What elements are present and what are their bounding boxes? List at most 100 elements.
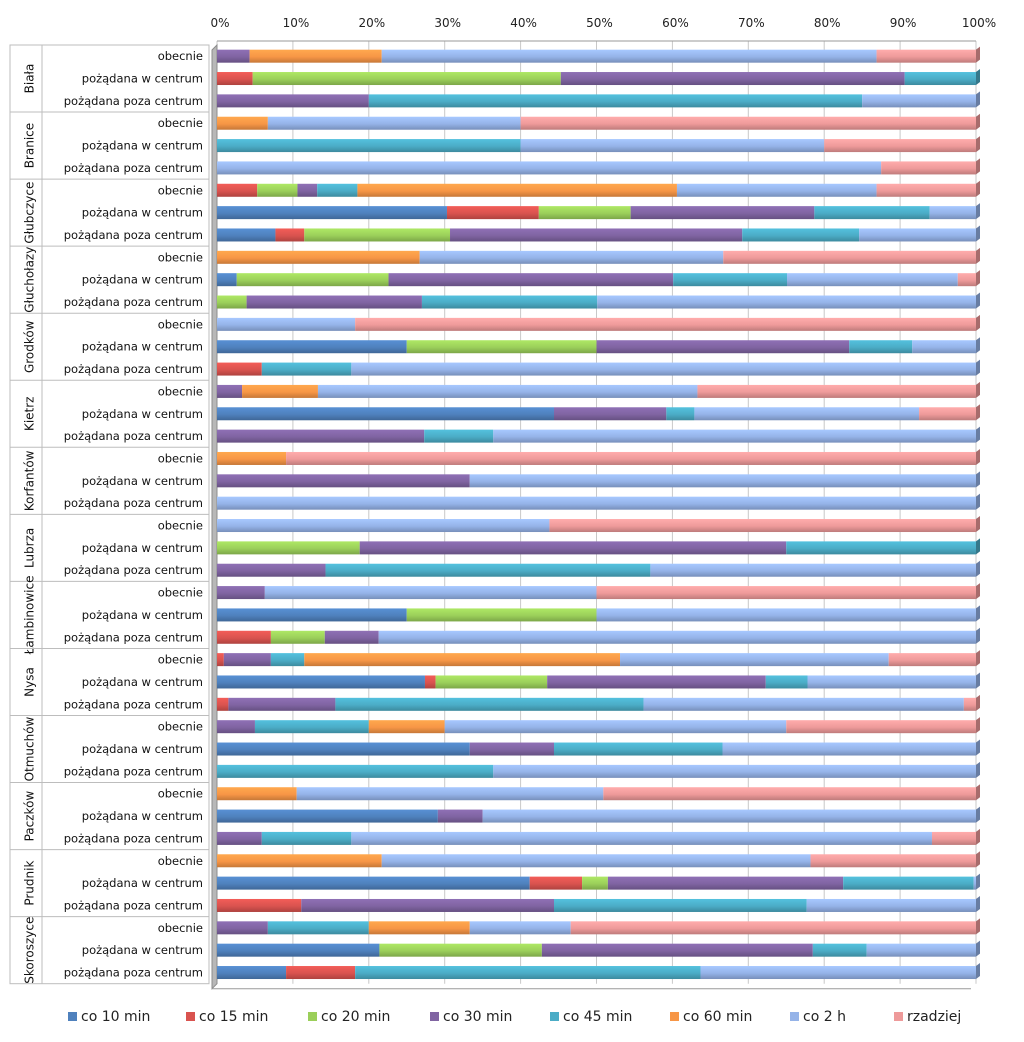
bar-end-cap — [976, 694, 980, 711]
bar-segment — [862, 94, 976, 108]
bar-segment — [257, 183, 298, 197]
bar-segment — [217, 407, 554, 421]
bar-end-cap — [976, 69, 980, 86]
bar-segment — [357, 183, 677, 197]
row-label: pożądana poza centrum — [64, 966, 203, 980]
row-label: pożądana poza centrum — [64, 362, 203, 376]
group-label: Lubrza — [23, 528, 37, 568]
bar-segment — [381, 49, 877, 63]
bar-segment — [355, 966, 701, 980]
row-label: pożądana poza centrum — [64, 697, 203, 711]
bar-end-cap — [976, 828, 980, 845]
row-label: obecnie — [158, 586, 203, 600]
bar-end-cap — [976, 91, 980, 108]
bar-segment — [217, 764, 494, 778]
bar-segment — [876, 183, 976, 197]
bar-segment — [217, 697, 229, 711]
bar-segment — [368, 921, 470, 935]
bar-segment — [787, 273, 958, 287]
bar-segment — [217, 228, 276, 242]
label-layer: Biała obecnie pożądana w centrum pożądana p… — [9, 44, 210, 985]
row-label: pożądana w centrum — [82, 407, 203, 421]
bar-segment — [866, 943, 976, 957]
bar-segment — [270, 630, 325, 644]
row-label: obecnie — [158, 451, 203, 465]
bar-end-cap — [976, 203, 980, 220]
bar-end-cap — [976, 851, 980, 868]
legend-swatch — [670, 1012, 679, 1021]
x-tick-label: 0% — [210, 16, 229, 30]
bar-segment — [217, 206, 447, 220]
bar-segment — [217, 519, 550, 533]
bar-segment — [261, 362, 352, 376]
bar-segment — [553, 407, 667, 421]
bar-segment — [469, 921, 571, 935]
bar-segment — [267, 921, 369, 935]
bar-segment — [217, 630, 271, 644]
bar-segment — [217, 161, 882, 175]
group-label: Branice — [23, 123, 37, 168]
bar-end-cap — [976, 963, 980, 980]
bar-end-cap — [976, 158, 980, 175]
row-label: pożądana poza centrum — [64, 94, 203, 108]
bar-segment — [406, 340, 597, 354]
bar-segment — [786, 720, 976, 734]
bar-segment — [786, 541, 976, 555]
bar-segment — [355, 317, 976, 331]
bar-segment — [217, 116, 268, 130]
bar-segment — [359, 541, 787, 555]
bar-end-cap — [976, 381, 980, 398]
bar-segment — [643, 697, 964, 711]
bar-end-cap — [976, 136, 980, 153]
bar-segment — [424, 429, 494, 443]
bar-segment — [217, 854, 382, 868]
bar-segment — [450, 228, 743, 242]
bar-segment — [931, 831, 976, 845]
bar-end-cap — [976, 940, 980, 957]
bar-segment — [217, 72, 253, 86]
bar-end-cap — [976, 448, 980, 465]
bar-segment — [607, 876, 844, 890]
bar-segment — [666, 407, 695, 421]
bar-segment — [217, 451, 287, 465]
bar-segment — [812, 943, 867, 957]
bar-segment — [597, 295, 976, 309]
bar-segment — [264, 586, 597, 600]
bar-layer — [217, 46, 980, 980]
legend-label: co 10 min — [81, 1009, 150, 1025]
bar-end-cap — [976, 806, 980, 823]
bar-segment — [335, 697, 644, 711]
bar-segment — [843, 876, 974, 890]
bar-end-cap — [976, 672, 980, 689]
grid-layer — [216, 41, 977, 984]
row-label: pożądana poza centrum — [64, 898, 203, 912]
bar-segment — [582, 876, 608, 890]
bar-segment — [223, 653, 271, 667]
bar-segment — [630, 206, 815, 220]
bar-segment — [722, 742, 976, 756]
row-label: pożądana poza centrum — [64, 295, 203, 309]
bar-end-cap — [976, 359, 980, 376]
bar-segment — [217, 384, 243, 398]
bar-segment — [541, 943, 813, 957]
bar-segment — [217, 496, 976, 510]
bar-segment — [246, 295, 422, 309]
bar-segment — [217, 563, 326, 577]
bar-segment — [553, 742, 723, 756]
bar-segment — [317, 384, 698, 398]
bar-segment — [547, 675, 766, 689]
group-label: Paczków — [23, 791, 37, 842]
bar-segment — [261, 831, 352, 845]
group-label: Otmuchów — [23, 716, 37, 781]
x-tick-label: 60% — [662, 16, 689, 30]
bar-segment — [676, 183, 877, 197]
bar-segment — [368, 720, 445, 734]
bar-segment — [217, 250, 420, 264]
bar-end-cap — [976, 314, 980, 331]
bar-end-cap — [976, 560, 980, 577]
bar-end-cap — [976, 247, 980, 264]
bar-segment — [286, 966, 356, 980]
bar-segment — [596, 586, 976, 600]
